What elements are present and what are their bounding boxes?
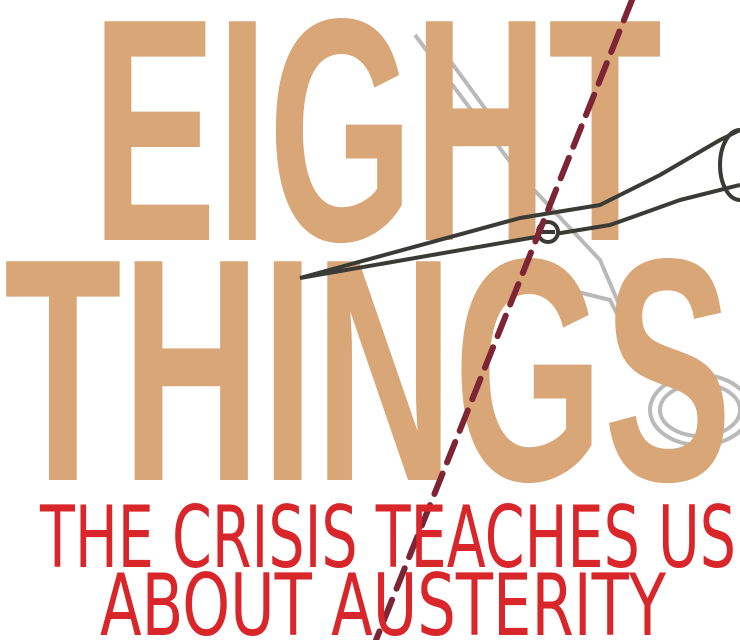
cut-line <box>373 0 635 640</box>
subtitle-line1: THE CRISIS TEACHES US <box>39 488 736 588</box>
scissors-back <box>413 33 740 447</box>
subtitle-line2: ABOUT AUSTERITY <box>100 556 666 640</box>
headline-line2: THINGS <box>4 193 732 548</box>
